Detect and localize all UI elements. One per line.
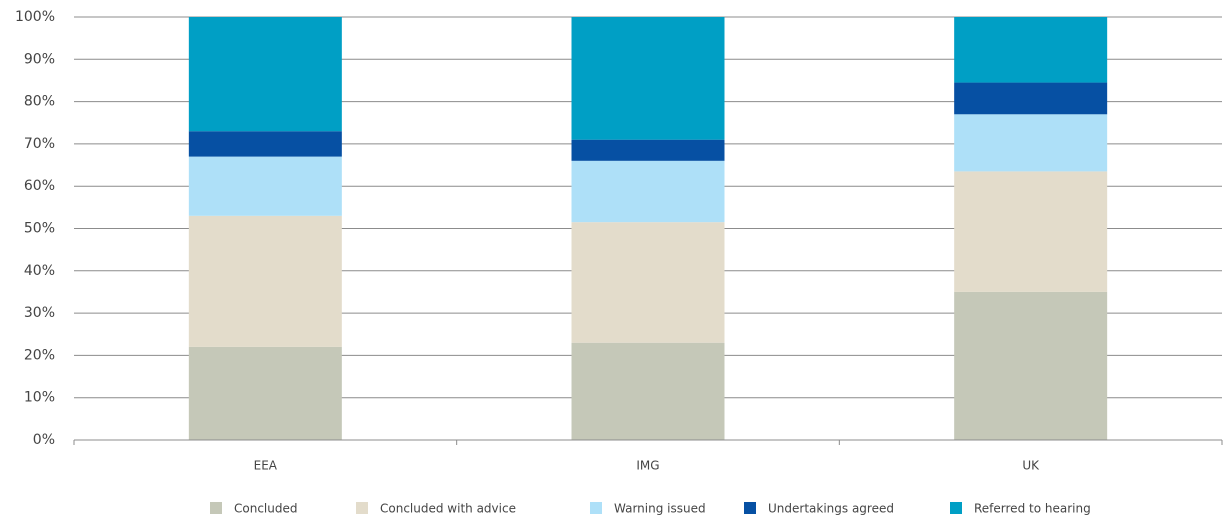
y-tick-label: 100% [15, 9, 55, 25]
y-tick-label: 90% [24, 51, 55, 67]
y-tick-label: 40% [24, 263, 55, 279]
legend-label: Undertakings agreed [768, 502, 894, 516]
legend-swatch [590, 502, 602, 514]
y-tick-label: 70% [24, 136, 55, 152]
legend-swatch [210, 502, 222, 514]
y-tick-label: 80% [24, 94, 55, 110]
x-tick-label: IMG [636, 459, 659, 473]
legend-label: Concluded [234, 502, 297, 516]
y-tick-label: 30% [24, 305, 55, 321]
bar-segment [188, 131, 342, 157]
bar-segment [571, 342, 725, 440]
legend-label: Referred to hearing [974, 502, 1091, 516]
legend-label: Warning issued [614, 502, 706, 516]
bar-segment [571, 139, 725, 161]
bar-segment [571, 17, 725, 140]
x-tick-label: UK [1022, 459, 1040, 473]
legend-swatch [356, 502, 368, 514]
y-tick-label: 10% [24, 390, 55, 406]
legend-swatch [744, 502, 756, 514]
bar-segment [188, 346, 342, 440]
y-tick-label: 60% [24, 178, 55, 194]
bar-segment [954, 171, 1108, 292]
bar-segment [188, 156, 342, 216]
y-tick-label: 20% [24, 347, 55, 363]
bar-segment [188, 215, 342, 347]
bar-segment [954, 17, 1108, 83]
bar-segment [571, 222, 725, 343]
bar-segment [954, 291, 1108, 440]
x-tick-label: EEA [254, 459, 278, 473]
legend-swatch [950, 502, 962, 514]
bar-segment [954, 114, 1108, 172]
bar-segment [188, 17, 342, 132]
y-tick-label: 0% [33, 432, 55, 448]
bar-segment [954, 82, 1108, 115]
y-tick-label: 50% [24, 221, 55, 237]
legend-label: Concluded with advice [380, 502, 516, 516]
bar-segment [571, 160, 725, 223]
